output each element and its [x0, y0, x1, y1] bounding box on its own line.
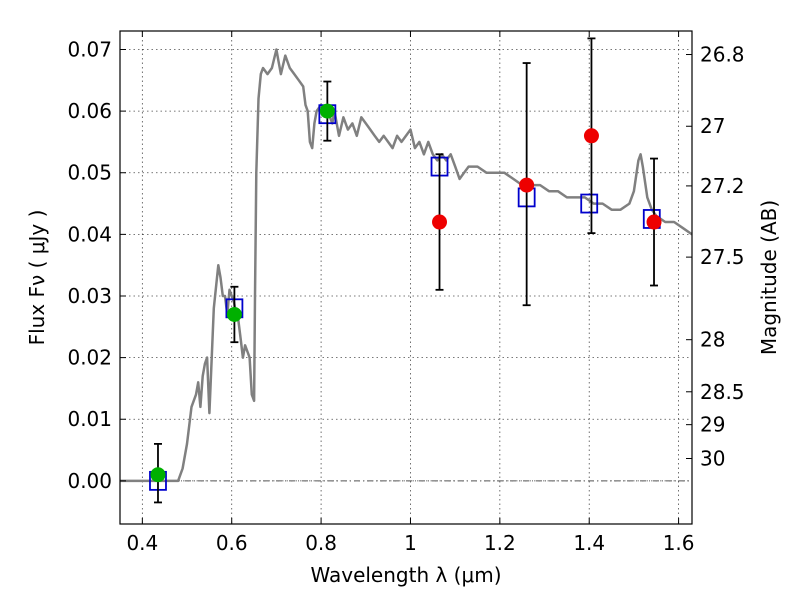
x-tick-label: 1.6 — [663, 531, 695, 555]
magnitude-tick-label: 30 — [700, 446, 725, 470]
x-tick-label: 1 — [404, 531, 417, 555]
y-tick-label: 0.05 — [67, 161, 112, 185]
y-axis-label: Flux Fν ( μJy ) — [25, 210, 49, 346]
red-data-point — [519, 177, 535, 193]
axes-frame — [119, 30, 693, 525]
magnitude-tick-label: 27 — [700, 114, 725, 138]
y-tick-label: 0.01 — [67, 407, 112, 431]
magnitude-tick-label: 26.8 — [700, 43, 745, 67]
grid — [120, 31, 692, 524]
magnitude-tick-label: 28.5 — [700, 380, 745, 404]
magnitude-tick-label: 29 — [700, 413, 725, 437]
y-tick-label: 0.07 — [67, 37, 112, 61]
y-tick-label: 0.02 — [67, 346, 112, 370]
plot-area — [120, 37, 692, 504]
y-tick-label: 0.04 — [67, 222, 112, 246]
magnitude-tick-label: 28 — [700, 328, 725, 352]
red-data-point — [583, 128, 599, 144]
green-data-point — [150, 467, 166, 483]
x-tick-label: 0.4 — [126, 531, 158, 555]
magnitude-axis-label: Magnitude (AB) — [757, 200, 781, 355]
y-tick-label: 0.00 — [67, 469, 112, 493]
magnitude-tick-label: 27.5 — [700, 245, 745, 269]
model-spectrum-line — [120, 48, 692, 483]
x-tick-label: 1.4 — [573, 531, 605, 555]
y-tick-label: 0.03 — [67, 284, 112, 308]
red-data-point — [432, 214, 448, 230]
axis-ticks: 0.4 0.6 0.8 1 1.2 1.4 1.6 0.00 0.01 0.02 0.03 0.04 0… — [67, 31, 745, 555]
model-photometry-square — [580, 193, 599, 214]
red-data-point — [646, 214, 662, 230]
x-tick-label: 1.2 — [484, 531, 516, 555]
y-tick-label: 0.06 — [67, 99, 112, 123]
x-tick-label: 0.8 — [305, 531, 337, 555]
green-data-point — [226, 306, 242, 322]
x-axis-label: Wavelength λ (μm) — [310, 563, 501, 587]
magnitude-tick-label: 27.2 — [700, 174, 745, 198]
green-data-point — [319, 103, 335, 119]
x-tick-label: 0.6 — [216, 531, 248, 555]
